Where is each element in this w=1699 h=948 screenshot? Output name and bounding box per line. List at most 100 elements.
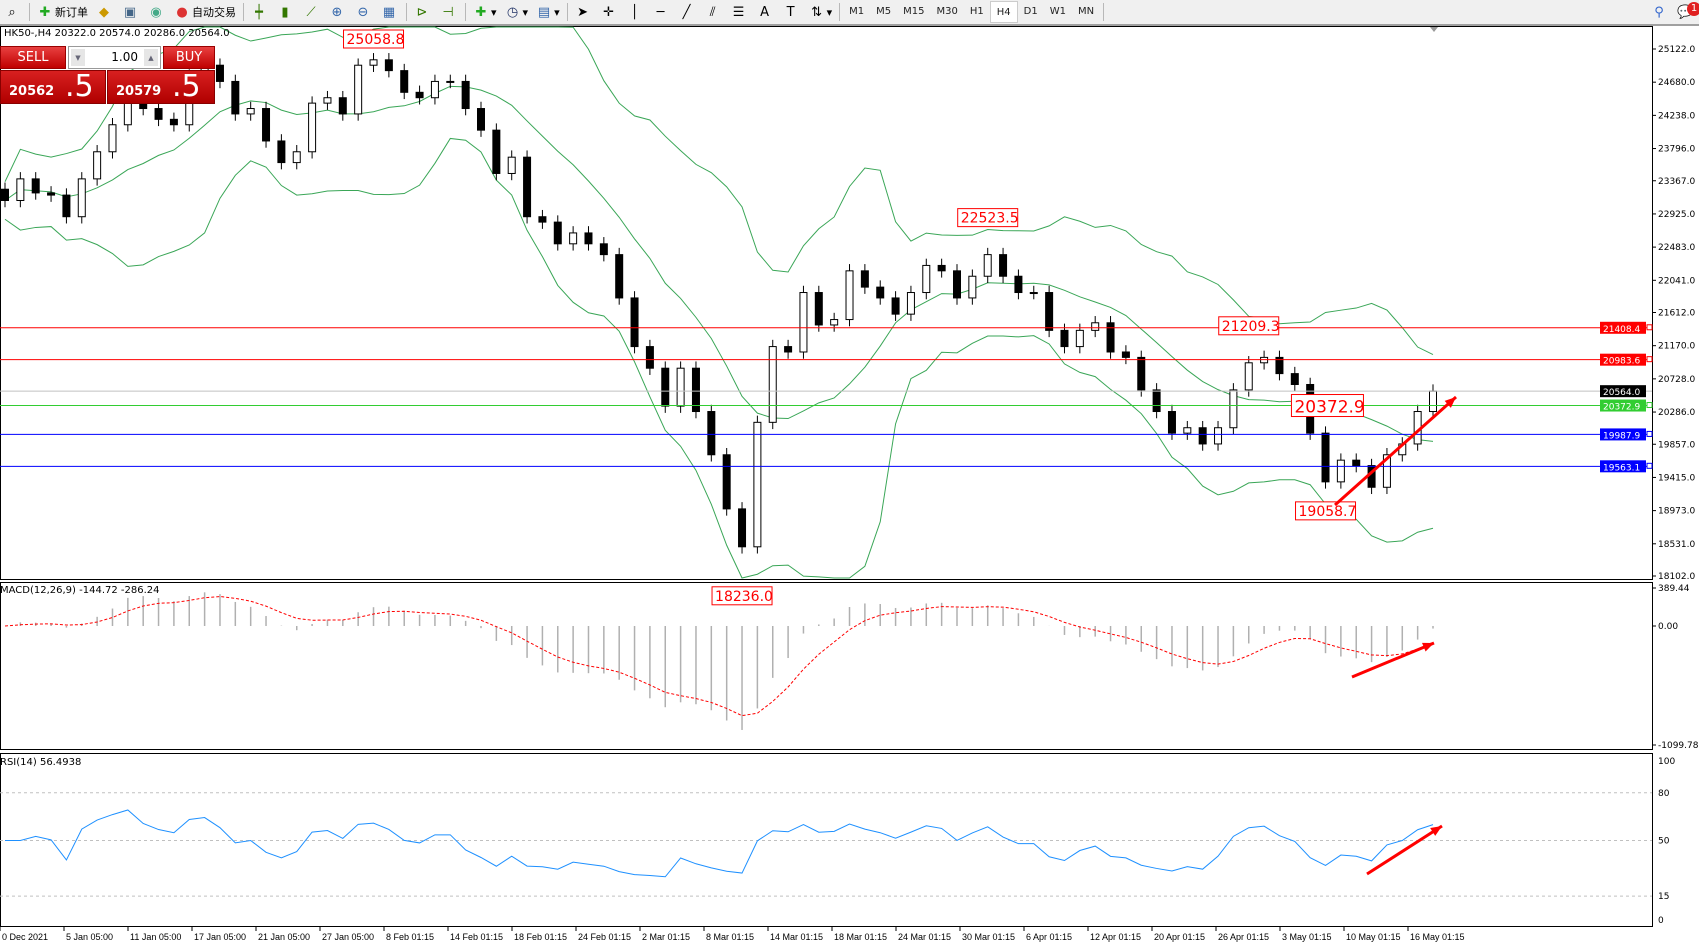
periods-button[interactable]: ◷ ▾	[501, 2, 533, 22]
price-line-label: 21408.4	[1603, 325, 1640, 335]
timeframe-m1[interactable]: M1	[849, 5, 865, 17]
candle-body	[968, 275, 977, 299]
tile-windows-button[interactable]: ▦	[377, 2, 403, 22]
candle-body	[937, 264, 946, 272]
candle-body	[31, 178, 40, 194]
indicators-button[interactable]: ✚ ▾	[469, 2, 501, 22]
timeframe-m30[interactable]: M30	[936, 5, 958, 17]
notifications-button[interactable]: 💬 1	[1673, 2, 1699, 22]
candle-body	[1075, 329, 1084, 348]
timeframe-h1[interactable]: H1	[969, 5, 984, 17]
time-label: 18 Mar 01:15	[834, 932, 887, 942]
chart-window[interactable]: 25122.0 24680.0 24238.0 23796.0 23367.0 22925…	[0, 26, 1699, 948]
candlestick-icon: ▮	[281, 4, 289, 20]
vertical-line-button[interactable]: │	[623, 2, 649, 22]
lot-decrease-button[interactable]: ▼	[71, 49, 85, 66]
text-button[interactable]: A	[753, 2, 779, 22]
sell-button[interactable]: SELL	[0, 46, 66, 69]
lot-size-value[interactable]: 1.00	[111, 50, 138, 64]
rsi-tick-label: 80	[1658, 789, 1670, 799]
candle-body	[1152, 389, 1161, 413]
timeframe-mn[interactable]: MN	[1077, 5, 1095, 17]
search-button[interactable]: ⚲	[1647, 2, 1673, 22]
trendline-button[interactable]: ╱	[675, 2, 701, 22]
crosshair-button[interactable]: ✛	[597, 2, 623, 22]
trend-arrow-macd	[1351, 641, 1435, 679]
timeframe-w1[interactable]: W1	[1049, 5, 1066, 17]
autoscroll-button[interactable]: ⊳	[410, 2, 436, 22]
rsi-tick-label: 100	[1658, 757, 1675, 767]
candlestick-button[interactable]: ▮	[273, 2, 299, 22]
price-annotation-box	[957, 208, 1019, 228]
cursor-button[interactable]: ➤	[571, 2, 597, 22]
zoom-in-button[interactable]: ⊕	[325, 2, 351, 22]
text-icon: A	[760, 4, 770, 20]
time-label: 2 Mar 01:15	[642, 932, 690, 942]
candle-body	[215, 64, 224, 82]
sell-price-main: 20562	[9, 84, 55, 99]
trend-arrow-price	[1334, 395, 1457, 507]
zoom-tool-button[interactable]: ⌕	[0, 2, 26, 22]
candle-body	[615, 254, 624, 299]
price-tick-label: 18973.0	[1658, 507, 1695, 517]
candle-body	[538, 216, 547, 223]
timeframe-m5[interactable]: M5	[876, 5, 892, 17]
signals-button[interactable]: ◉	[144, 2, 170, 22]
sell-price-box[interactable]: 20562 .5	[0, 70, 106, 104]
candle-body	[891, 297, 900, 315]
candle-body	[860, 270, 869, 288]
auto-trading-button[interactable]: ● 自动交易	[170, 2, 240, 22]
candle-body	[876, 286, 885, 299]
arrows-button[interactable]: ⇅ ▾	[805, 2, 837, 22]
line-chart-button[interactable]: ⟋	[299, 2, 325, 22]
sell-price-pips: .5	[65, 69, 94, 104]
terminal-button[interactable]: ▣	[118, 2, 144, 22]
auto-trading-label: 自动交易	[192, 6, 236, 19]
price-annotation-box	[711, 586, 773, 606]
candle-body	[415, 91, 424, 99]
timeframe-bar: M1 M5 M15 M30 H1 H4 D1 W1 MN	[843, 1, 1100, 23]
chart-canvas[interactable]: 25122.0 24680.0 24238.0 23796.0 23367.0 22925…	[0, 26, 1699, 948]
candle-body	[691, 367, 700, 413]
candle-body	[1106, 322, 1115, 353]
candle-body	[1382, 454, 1391, 488]
time-label: 8 Feb 01:15	[386, 932, 434, 942]
crosshair-icon: ✛	[603, 4, 615, 20]
new-order-button[interactable]: ✚ 新订单	[33, 2, 92, 22]
new-order-icon: ✚	[39, 4, 51, 20]
timeframe-h4[interactable]: H4	[989, 1, 1018, 23]
price-label-bg	[1600, 385, 1646, 398]
lot-size-field[interactable]: ▼ 1.00 ▲	[68, 46, 161, 69]
time-label: 20 Apr 01:15	[1154, 932, 1205, 942]
chart-shift-button[interactable]: ⊣	[436, 2, 462, 22]
buy-price-box[interactable]: 20579 .5	[107, 70, 215, 104]
rsi-label: RSI(14) 56.4938	[0, 757, 82, 768]
toolbar-separator	[1103, 3, 1105, 21]
metaeditor-button[interactable]: ◆	[92, 2, 118, 22]
candle-body	[62, 194, 71, 218]
fibonacci-button[interactable]: ☰	[727, 2, 753, 22]
price-tick-label: 20728.0	[1658, 375, 1695, 385]
text-label-button[interactable]: T	[779, 2, 805, 22]
bar-chart-button[interactable]: ┿	[247, 2, 273, 22]
timeframe-d1[interactable]: D1	[1023, 5, 1038, 17]
candle-body	[722, 454, 731, 510]
toolbar-separator	[29, 3, 30, 21]
candle-body	[1121, 351, 1130, 358]
buy-button[interactable]: BUY	[163, 46, 215, 69]
candle-body	[369, 59, 378, 66]
candle-body	[738, 508, 747, 548]
candle-body	[599, 243, 608, 256]
horizontal-line-button[interactable]: ─	[649, 2, 675, 22]
timeframe-m15[interactable]: M15	[903, 5, 925, 17]
line-handle	[1646, 402, 1653, 409]
price-tick-label: 19857.0	[1658, 440, 1695, 450]
line-chart-icon: ⟋	[306, 4, 316, 20]
time-label: 3 May 01:15	[1282, 932, 1332, 942]
equidistant-channel-button[interactable]: ⫽	[701, 2, 727, 22]
templates-button[interactable]: ▤ ▾	[537, 4, 560, 20]
candle-body	[1275, 356, 1284, 375]
zoom-out-button[interactable]: ⊖	[351, 2, 377, 22]
lot-increase-button[interactable]: ▲	[144, 49, 158, 66]
candle-body	[1, 188, 9, 201]
